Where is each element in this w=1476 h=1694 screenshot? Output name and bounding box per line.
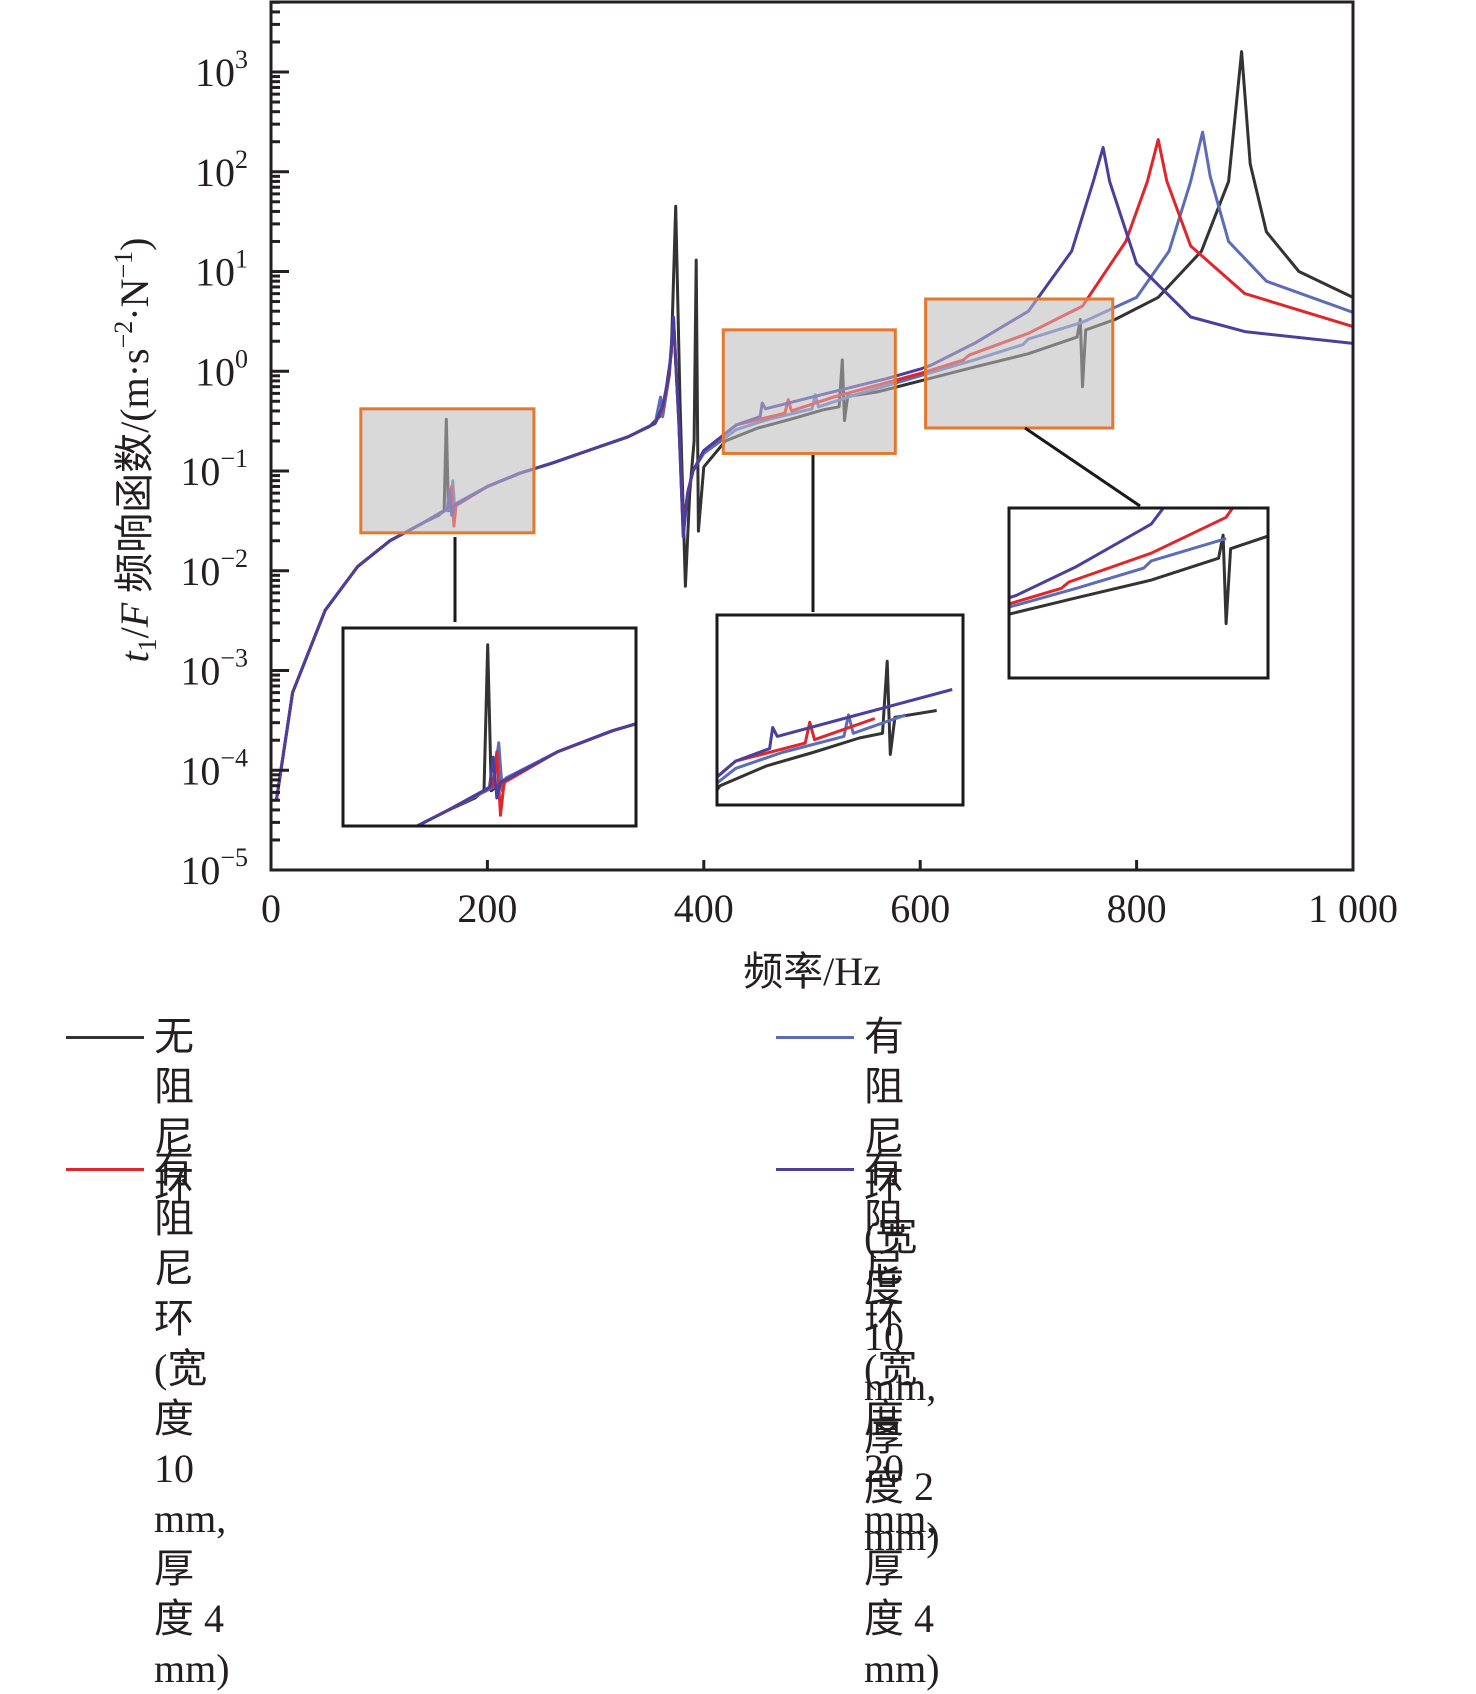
zoom-region-overlays bbox=[359, 297, 1115, 535]
inset-series-line-1 bbox=[1009, 533, 1268, 626]
x-tick-label: 1 000 bbox=[1308, 886, 1398, 931]
legend-swatch bbox=[776, 1036, 854, 1039]
inset-frame bbox=[1007, 506, 1270, 680]
legend-item-w20-t4: 有阻尼环 (宽度 20 mm, 厚度 4 mm) bbox=[776, 1144, 940, 1694]
series-layer bbox=[274, 50, 1353, 801]
inset-series-line-3 bbox=[1009, 508, 1235, 606]
y-axis-title-var2: F bbox=[112, 602, 157, 628]
y-tick-labels: 103 102 101 100 10−1 10−2 10−3 10−4 10−5 bbox=[180, 45, 248, 893]
x-tick-label: 0 bbox=[261, 886, 281, 931]
x-tick-label: 400 bbox=[674, 886, 734, 931]
inset-1 bbox=[341, 626, 638, 828]
y-axis-title-end: ) bbox=[112, 237, 157, 250]
x-tick-label: 600 bbox=[890, 886, 950, 931]
legend-swatch bbox=[776, 1168, 854, 1171]
y-tick-label: 10−5 bbox=[180, 843, 248, 893]
y-axis-title-var: t bbox=[112, 651, 157, 663]
legend-item-w10-t4: 有阻尼环 (宽度 10 mm, 厚度 4 mm) bbox=[66, 1144, 230, 1694]
y-axis-title-slash: / bbox=[112, 626, 157, 638]
legend-swatch bbox=[66, 1168, 144, 1171]
x-tick-label: 800 bbox=[1107, 886, 1167, 931]
inset-frame bbox=[341, 626, 638, 828]
series-line-4 bbox=[274, 146, 1353, 801]
inset-series-line-4 bbox=[717, 688, 953, 779]
inset-2 bbox=[715, 613, 965, 807]
zoom-box-border-3 bbox=[924, 297, 1115, 430]
y-tick-label: 10−4 bbox=[180, 743, 248, 793]
zoom-box-border-1 bbox=[359, 407, 536, 535]
inset-series-line-1 bbox=[717, 659, 937, 793]
y-tick-label: 10−3 bbox=[180, 644, 248, 694]
x-axis-title: 频率/Hz bbox=[743, 949, 881, 994]
series-line-1 bbox=[274, 50, 1353, 801]
y-axis-title-sub: 1 bbox=[133, 638, 162, 651]
y-tick-label: 102 bbox=[195, 145, 248, 195]
x-tick-labels: 0 200 400 600 800 1 000 bbox=[261, 886, 1398, 931]
y-tick-label: 100 bbox=[195, 344, 248, 394]
axes bbox=[269, 0, 1355, 872]
legend-label: 有阻尼环 (宽度 20 mm, 厚度 4 mm) bbox=[864, 1146, 940, 1691]
insets-layer bbox=[341, 506, 1270, 828]
legend-swatch bbox=[66, 1036, 144, 1039]
plot-frame bbox=[269, 0, 1355, 872]
y-axis-title: t1/F 频响函数/(m·s−2·N−1) bbox=[109, 237, 162, 662]
y-axis-title-exp1: −2 bbox=[109, 321, 138, 349]
frequency-response-chart: 0 200 400 600 800 1 000 10310210110010−110−21… bbox=[109, 0, 1398, 994]
inset-frame bbox=[715, 613, 965, 807]
y-axis-title-mid: ·N bbox=[112, 278, 157, 320]
inset-series-line-4 bbox=[1009, 508, 1166, 600]
inset-background bbox=[717, 615, 963, 805]
y-tick-label: 103 bbox=[195, 45, 248, 95]
legend-item-no-damping: 无阻尼环 bbox=[66, 1012, 194, 1212]
legend-label: 无阻尼环 bbox=[154, 1014, 194, 1209]
y-tick-label: 10−2 bbox=[180, 544, 248, 594]
y-axis-title-exp2: −1 bbox=[109, 251, 138, 279]
y-tick-label: 101 bbox=[195, 245, 248, 295]
inset-3 bbox=[1007, 506, 1270, 680]
legend-label: 有阻尼环 (宽度 10 mm, 厚度 4 mm) bbox=[154, 1146, 230, 1691]
y-tick-label: 10−1 bbox=[180, 444, 248, 494]
inset-connectors bbox=[453, 426, 1141, 622]
inset-series-line-2 bbox=[1009, 537, 1227, 609]
inset-series-line-2 bbox=[717, 713, 907, 785]
zoom-box-border-2 bbox=[721, 328, 897, 455]
inset-connector-3 bbox=[1024, 426, 1141, 508]
y-axis-title-cn: 频响函数/(m·s bbox=[112, 348, 157, 602]
x-tick-label: 200 bbox=[457, 886, 517, 931]
